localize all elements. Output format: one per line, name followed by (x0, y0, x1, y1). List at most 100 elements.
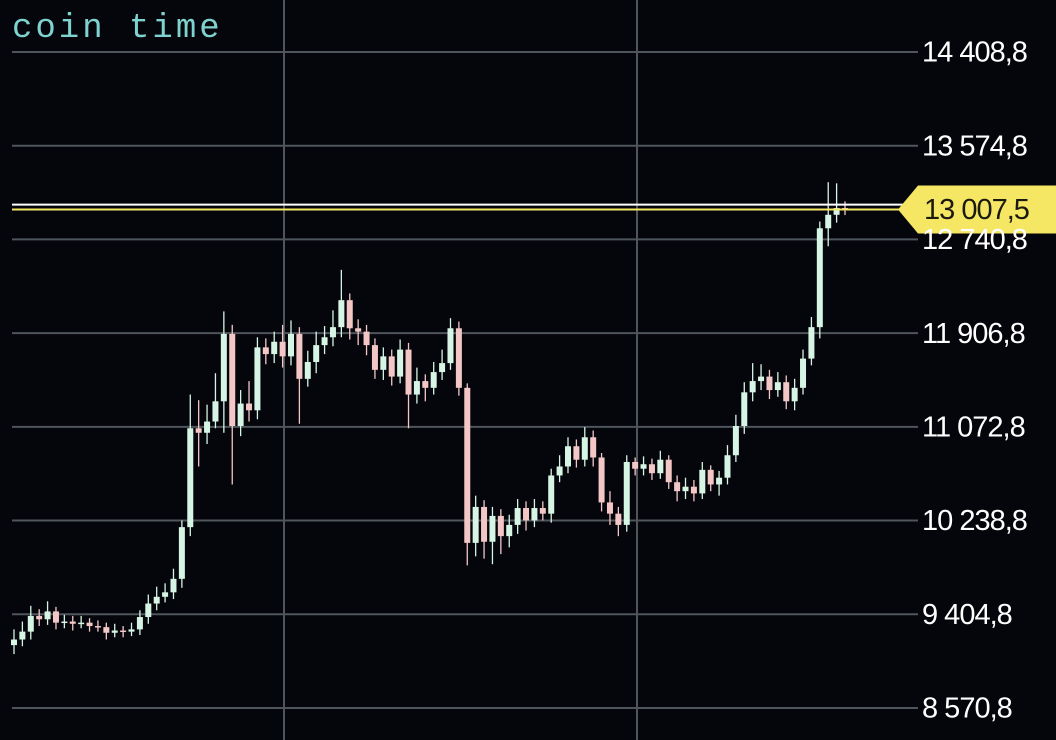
y-tick-label: 12 740,8 (922, 224, 1027, 256)
y-tick-label: 13 574,8 (922, 130, 1027, 162)
candle-body (489, 515, 496, 542)
candle-body (690, 486, 697, 494)
candle-body (170, 578, 177, 593)
price-flag (898, 185, 1056, 234)
candle-body (380, 356, 387, 370)
candle-body (279, 341, 286, 357)
candle-body (19, 631, 26, 640)
candle-body (674, 482, 681, 492)
candle-body (254, 347, 261, 411)
candle-body (506, 524, 513, 537)
candle-body (363, 331, 370, 346)
y-tick-label: 11 906,8 (922, 318, 1025, 350)
candle-body (288, 333, 294, 357)
candle-body (682, 486, 689, 492)
candle-body (405, 349, 412, 395)
candle-body (204, 421, 211, 433)
candle-body (120, 630, 127, 633)
candle-body (665, 459, 672, 483)
grid (12, 51, 918, 709)
candle-body (497, 515, 504, 537)
y-tick-label: 8 570,8 (922, 693, 1012, 725)
candle-body (371, 345, 378, 370)
candle-body (111, 630, 118, 633)
candle-body (800, 358, 807, 388)
candle-body (27, 615, 34, 632)
candle-body (187, 428, 194, 528)
candle-body (338, 300, 345, 328)
candle-body (766, 376, 773, 391)
candle-body (397, 349, 404, 377)
candle-body (724, 455, 731, 478)
candle-body (606, 502, 613, 514)
price-label: 13 007,5 (924, 194, 1029, 226)
candle-body (556, 466, 563, 476)
candle-body (439, 363, 446, 373)
y-tick-label: 11 072,8 (922, 411, 1025, 443)
candle-body (648, 464, 655, 474)
candles (11, 182, 848, 655)
candle-body (808, 327, 815, 359)
candle-body (581, 437, 588, 460)
candle-body (464, 387, 471, 543)
candle-body (178, 527, 185, 579)
y-tick-label: 10 238,8 (922, 505, 1027, 537)
candle-body (212, 401, 219, 422)
candle-body (136, 617, 143, 630)
candle-body (548, 475, 555, 514)
candle-body (271, 341, 278, 355)
candle-body (153, 596, 160, 604)
candle-body (615, 513, 622, 525)
candle-body (732, 426, 739, 456)
candle-body (304, 361, 311, 379)
candle-body (783, 382, 790, 402)
y-tick-label: 14 408,8 (922, 37, 1027, 69)
candle-body (220, 333, 227, 402)
candle-body (78, 622, 85, 625)
candle-body (355, 328, 362, 332)
candle-body (61, 621, 68, 624)
candle-body (413, 381, 420, 395)
y-tick-label: 9 404,8 (922, 599, 1012, 631)
candle-body (313, 345, 320, 362)
candle-body (531, 508, 538, 521)
candle-body (758, 376, 765, 382)
candle-body (455, 328, 462, 388)
candle-body (128, 629, 135, 632)
candle-body (573, 446, 580, 460)
candle-body (632, 461, 639, 469)
candle-body (69, 621, 76, 624)
candle-body (699, 469, 706, 494)
candle-body (94, 626, 101, 628)
candle-body (262, 347, 269, 355)
candle-body (103, 627, 110, 633)
candle-body (791, 387, 798, 402)
candle-body (481, 506, 488, 542)
candle-body (246, 403, 253, 411)
candle-body (145, 603, 152, 618)
candle-body (237, 403, 244, 427)
candle-body (565, 446, 571, 467)
candle-body (623, 461, 630, 525)
candle-body (430, 372, 437, 388)
candle-body (52, 611, 59, 623)
candle-body (707, 469, 714, 485)
candle-body (447, 328, 454, 364)
candle-body (229, 333, 236, 427)
candle-body (657, 459, 664, 474)
candle-body (296, 333, 303, 379)
candle-body (598, 457, 605, 503)
candle-body (749, 381, 756, 393)
candle-body (472, 506, 479, 543)
candle-body (422, 381, 429, 388)
candle-body (523, 508, 530, 521)
candle-body (195, 428, 202, 433)
candle-body (539, 508, 546, 514)
candle-body (329, 327, 336, 338)
candle-body (640, 464, 647, 469)
chart-title: coin time (12, 10, 223, 48)
candle-body (11, 639, 17, 646)
candle-body (388, 356, 395, 377)
candle-body (833, 208, 840, 215)
